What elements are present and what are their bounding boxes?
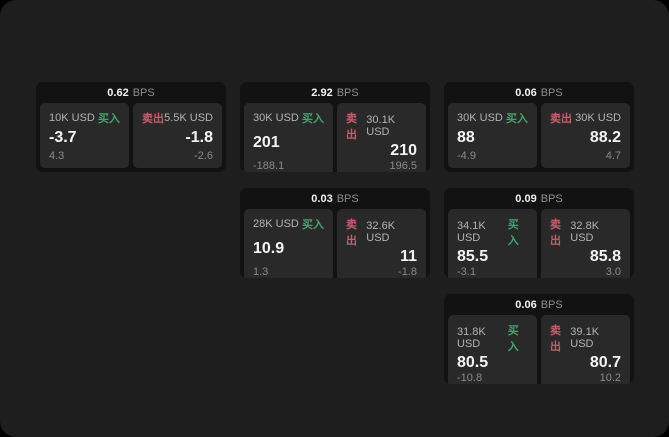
sell-amount: 39.1K USD xyxy=(570,326,600,350)
buy-label: 买入 xyxy=(98,113,120,125)
spread-unit: BPS xyxy=(132,86,155,99)
buy-label: 买入 xyxy=(302,219,324,231)
sell-delta: -2.6 xyxy=(194,150,213,162)
sell-amount: 5.5K USD xyxy=(164,112,213,124)
buy-price: 10.9 xyxy=(253,240,285,257)
buy-pane[interactable]: 30K USD 买入 201 -188.1 xyxy=(244,103,333,172)
sell-pane[interactable]: 卖出 30K USD 88.2 4.7 xyxy=(541,103,630,168)
quote-card: 2.92 BPS 30K USD 买入 201 -188.1 卖出 30.1K … xyxy=(240,82,430,172)
sell-pane[interactable]: 卖出 32.6K USD 11 -1.8 xyxy=(337,209,426,278)
spread-value: 0.03 xyxy=(311,192,333,205)
sell-delta: 4.7 xyxy=(605,150,621,162)
quote-card: 0.62 BPS 10K USD 买入 -3.7 4.3 卖出 5.5K USD xyxy=(36,82,226,172)
quote-grid: 0.62 BPS 10K USD 买入 -3.7 4.3 卖出 5.5K USD xyxy=(36,82,634,384)
sell-amount: 30K USD xyxy=(575,112,621,124)
spread-value: 0.06 xyxy=(515,86,537,99)
buy-price: 88 xyxy=(457,129,475,147)
buy-amount: 28K USD xyxy=(253,218,299,230)
sell-label: 卖出 xyxy=(142,113,164,125)
buy-delta: -10.8 xyxy=(457,371,483,384)
buy-amount: 10K USD xyxy=(49,112,95,124)
sell-price: 210 xyxy=(390,142,417,159)
spread-value: 0.06 xyxy=(515,298,537,311)
buy-pane[interactable]: 31.8K USD 买入 80.5 -10.8 xyxy=(448,315,537,384)
sell-amount: 32.8K USD xyxy=(570,220,600,244)
sell-label: 卖出 xyxy=(550,113,572,125)
sell-label: 卖出 xyxy=(346,219,357,247)
sell-amount: 30.1K USD xyxy=(366,114,396,138)
quote-card: 0.09 BPS 34.1K USD 买入 85.5 -3.1 卖出 32.8K… xyxy=(444,188,634,278)
quote-card: 0.03 BPS 28K USD 买入 10.9 1.3 卖出 32.6K US… xyxy=(240,188,430,278)
spread-value: 2.92 xyxy=(311,86,333,99)
buy-amount: 30K USD xyxy=(253,112,299,124)
sell-pane[interactable]: 卖出 30.1K USD 210 196.5 xyxy=(337,103,426,172)
buy-price: -3.7 xyxy=(49,129,77,147)
sell-delta: -1.8 xyxy=(398,265,417,278)
sell-price: -1.8 xyxy=(185,129,213,147)
sell-pane[interactable]: 卖出 32.8K USD 85.8 3.0 xyxy=(541,209,630,278)
buy-pane[interactable]: 10K USD 买入 -3.7 4.3 xyxy=(40,103,129,168)
buy-amount: 34.1K USD xyxy=(457,220,486,244)
sell-label: 卖出 xyxy=(550,325,561,353)
spread-unit: BPS xyxy=(540,298,563,311)
buy-price: 85.5 xyxy=(457,248,489,265)
spread-header: 0.06 BPS xyxy=(444,294,634,315)
buy-label: 买入 xyxy=(302,113,324,125)
spread-header: 0.62 BPS xyxy=(36,82,226,103)
buy-label: 买入 xyxy=(507,219,519,247)
spread-header: 2.92 BPS xyxy=(240,82,430,103)
spread-unit: BPS xyxy=(336,192,359,205)
sell-pane[interactable]: 卖出 5.5K USD -1.8 -2.6 xyxy=(133,103,222,168)
buy-pane[interactable]: 34.1K USD 买入 85.5 -3.1 xyxy=(448,209,537,278)
sell-price: 80.7 xyxy=(589,354,621,371)
buy-price: 201 xyxy=(253,134,280,151)
spread-value: 0.09 xyxy=(515,192,537,205)
sell-label: 卖出 xyxy=(346,113,357,141)
buy-delta: -3.1 xyxy=(457,265,476,278)
buy-label: 买入 xyxy=(507,325,519,353)
quote-card: 0.06 BPS 30K USD 买入 88 -4.9 卖出 30K USD xyxy=(444,82,634,172)
buy-amount: 30K USD xyxy=(457,112,503,124)
sell-label: 卖出 xyxy=(550,219,561,247)
spread-unit: BPS xyxy=(540,86,563,99)
buy-amount: 31.8K USD xyxy=(457,326,486,350)
buy-delta: 1.3 xyxy=(253,265,269,278)
sell-price: 85.8 xyxy=(589,248,621,265)
sell-delta: 196.5 xyxy=(389,159,417,172)
spread-header: 0.09 BPS xyxy=(444,188,634,209)
buy-delta: 4.3 xyxy=(49,150,65,162)
buy-delta: -188.1 xyxy=(253,159,285,172)
buy-pane[interactable]: 28K USD 买入 10.9 1.3 xyxy=(244,209,333,278)
sell-price: 11 xyxy=(400,248,417,265)
sell-price: 88.2 xyxy=(589,129,621,147)
buy-pane[interactable]: 30K USD 买入 88 -4.9 xyxy=(448,103,537,168)
buy-price: 80.5 xyxy=(457,354,489,371)
spread-unit: BPS xyxy=(540,192,563,205)
sell-delta: 10.2 xyxy=(599,371,621,384)
sell-pane[interactable]: 卖出 39.1K USD 80.7 10.2 xyxy=(541,315,630,384)
quote-card: 0.06 BPS 31.8K USD 买入 80.5 -10.8 卖出 39.1… xyxy=(444,294,634,384)
spread-header: 0.06 BPS xyxy=(444,82,634,103)
spread-value: 0.62 xyxy=(107,86,129,99)
spread-header: 0.03 BPS xyxy=(240,188,430,209)
buy-delta: -4.9 xyxy=(457,150,476,162)
sell-delta: 3.0 xyxy=(605,265,621,278)
buy-label: 买入 xyxy=(506,113,528,125)
spread-unit: BPS xyxy=(336,86,359,99)
sell-amount: 32.6K USD xyxy=(366,220,396,244)
